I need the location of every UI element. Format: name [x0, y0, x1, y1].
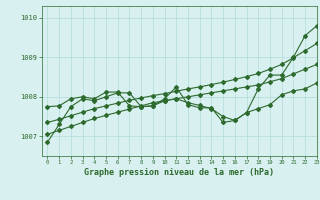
X-axis label: Graphe pression niveau de la mer (hPa): Graphe pression niveau de la mer (hPa) — [84, 168, 274, 177]
